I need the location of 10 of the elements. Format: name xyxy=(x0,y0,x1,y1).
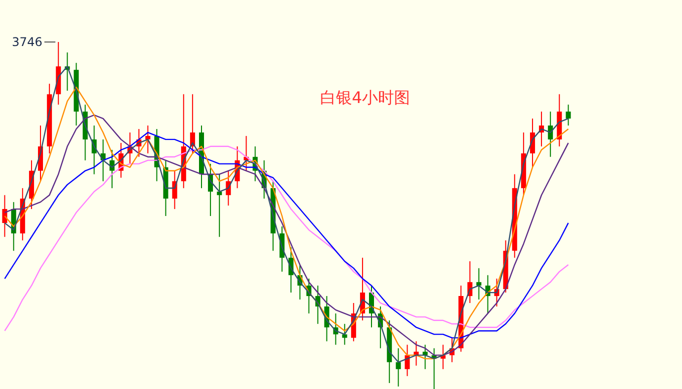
annotation: 3746 xyxy=(12,35,42,49)
candlestick xyxy=(216,174,222,238)
candlestick xyxy=(396,348,401,388)
candlestick xyxy=(145,125,150,154)
candlestick xyxy=(342,323,348,346)
candlestick xyxy=(476,268,482,300)
candlestick xyxy=(422,344,428,370)
text: 白银4小时图 xyxy=(320,88,410,107)
candlestick xyxy=(566,104,571,126)
candlestick xyxy=(2,194,8,238)
